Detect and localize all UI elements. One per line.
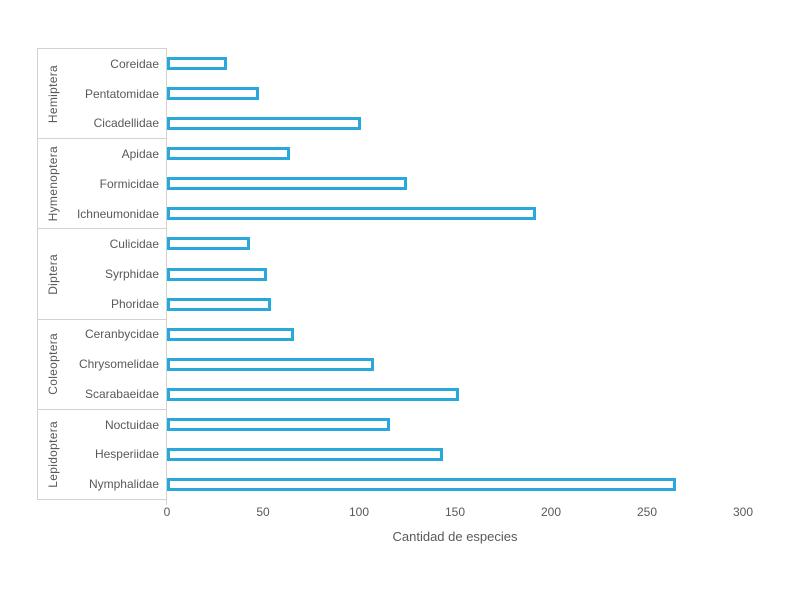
x-tick-label: 50 [256,505,270,519]
order-group: Hymenoptera Apidae Formicidae Ichneumonidae [38,138,166,228]
bar-ceranbycidae [167,328,294,341]
family-label: Syrphidae [104,267,159,281]
family-label: Phoridae [110,296,159,311]
bar-apidae [167,147,290,160]
bar-cicadellidae [167,117,361,130]
order-label-wrap: Lepidoptera [38,410,68,499]
family-label: Ceranbycidae [84,327,159,342]
family-label: Noctuidae [104,417,159,432]
order-label: Coleoptera [46,333,60,396]
bar-formicidae [167,177,407,190]
bar-chrysomelidae [167,358,374,371]
axis-tick [166,500,167,505]
order-label-wrap: Diptera [38,229,68,318]
x-tick-label: 300 [732,505,754,519]
x-tick-label: 0 [163,505,171,519]
order-group: Coleoptera Ceranbycidae Chrysomelidae Scara… [38,318,166,409]
family-label: Chrysomelidae [78,357,159,372]
bar-nymphalidae [167,478,676,491]
x-tick-label: 100 [348,505,370,519]
bar-culicidae [167,237,250,250]
family-label: Apidae [121,147,159,162]
bar-pentatomidae [167,87,259,100]
bar-scarabaeidae [167,388,459,401]
family-label: Hesperiidae [94,447,159,462]
order-label: Lepidoptera [46,421,60,488]
order-label-wrap: Coleoptera [38,320,68,409]
order-label: Hemiptera [46,64,60,123]
family-label: Culicidae [109,237,159,252]
x-tick-label: 150 [444,505,466,519]
bar-coreidae [167,57,227,70]
order-group: Lepidoptera Noctuidae Hesperiidae Nymphalid… [38,408,166,499]
bar-syrphidae [167,268,267,281]
order-label: Diptera [46,253,60,295]
bar-ichneumonidae [167,207,536,220]
bar-phoridae [167,298,271,311]
order-label-wrap: Hymenoptera [38,139,68,228]
bar-hesperiidae [167,448,443,461]
order-group: Diptera Culicidae Syrphidae Phoridae [38,228,166,318]
family-label: Pentatomidae [84,86,159,101]
family-label: Scarabaeidae [84,386,159,401]
bar-noctuidae [167,418,390,431]
family-label: Formicidae [99,176,159,191]
x-tick-label: 200 [540,505,562,519]
category-axis: Hemiptera Coreidae Pentatomidae Cicadellida… [37,48,167,500]
plot-area [167,48,743,500]
x-axis-title: Cantidad de especies [392,529,518,544]
order-label-wrap: Hemiptera [38,49,68,138]
family-label: Cicadellidae [93,116,159,131]
family-label: Coreidae [110,56,159,71]
family-label: Nymphalidae [88,477,159,492]
x-tick-label: 250 [636,505,658,519]
order-group: Hemiptera Coreidae Pentatomidae Cicadellida… [38,48,166,138]
family-label: Ichneumonidae [76,206,159,221]
order-label: Hymenoptera [46,146,60,222]
